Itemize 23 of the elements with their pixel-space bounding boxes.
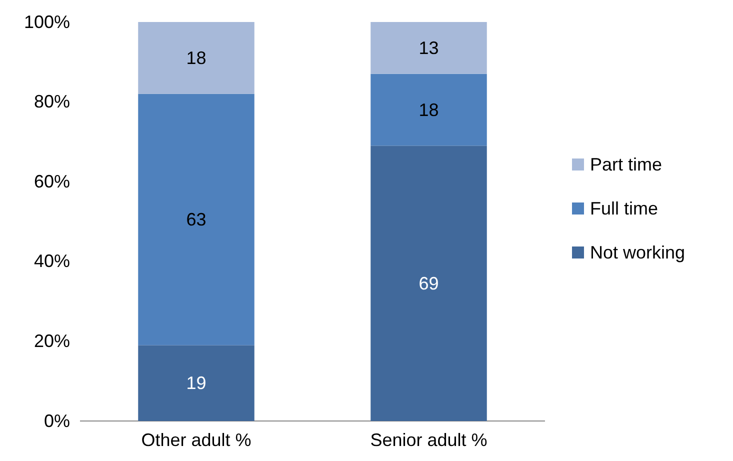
bar [370, 22, 487, 74]
legend-label: Full time [590, 198, 658, 218]
legend-label: Part time [590, 154, 662, 174]
y-tick-label: 0% [44, 410, 70, 431]
data-label: 69 [418, 273, 439, 294]
x-tick-label: Other adult % [141, 430, 252, 450]
bar [370, 74, 487, 146]
data-label: 13 [418, 38, 439, 58]
data-label: 63 [186, 210, 206, 230]
x-tick-label: Senior adult % [370, 430, 488, 450]
bar [138, 94, 254, 346]
data-label: 18 [186, 48, 206, 68]
data-label: 18 [418, 100, 439, 120]
y-tick-label: 40% [34, 251, 70, 272]
bar [138, 22, 254, 94]
y-tick-label: 60% [34, 171, 70, 192]
y-tick-label: 80% [34, 92, 70, 112]
y-tick-label: 100% [24, 12, 70, 32]
data-label: 19 [186, 373, 206, 394]
bar [370, 146, 487, 421]
y-tick-label: 20% [34, 330, 70, 351]
legend-label: Not working [590, 242, 686, 262]
bar [138, 345, 254, 421]
